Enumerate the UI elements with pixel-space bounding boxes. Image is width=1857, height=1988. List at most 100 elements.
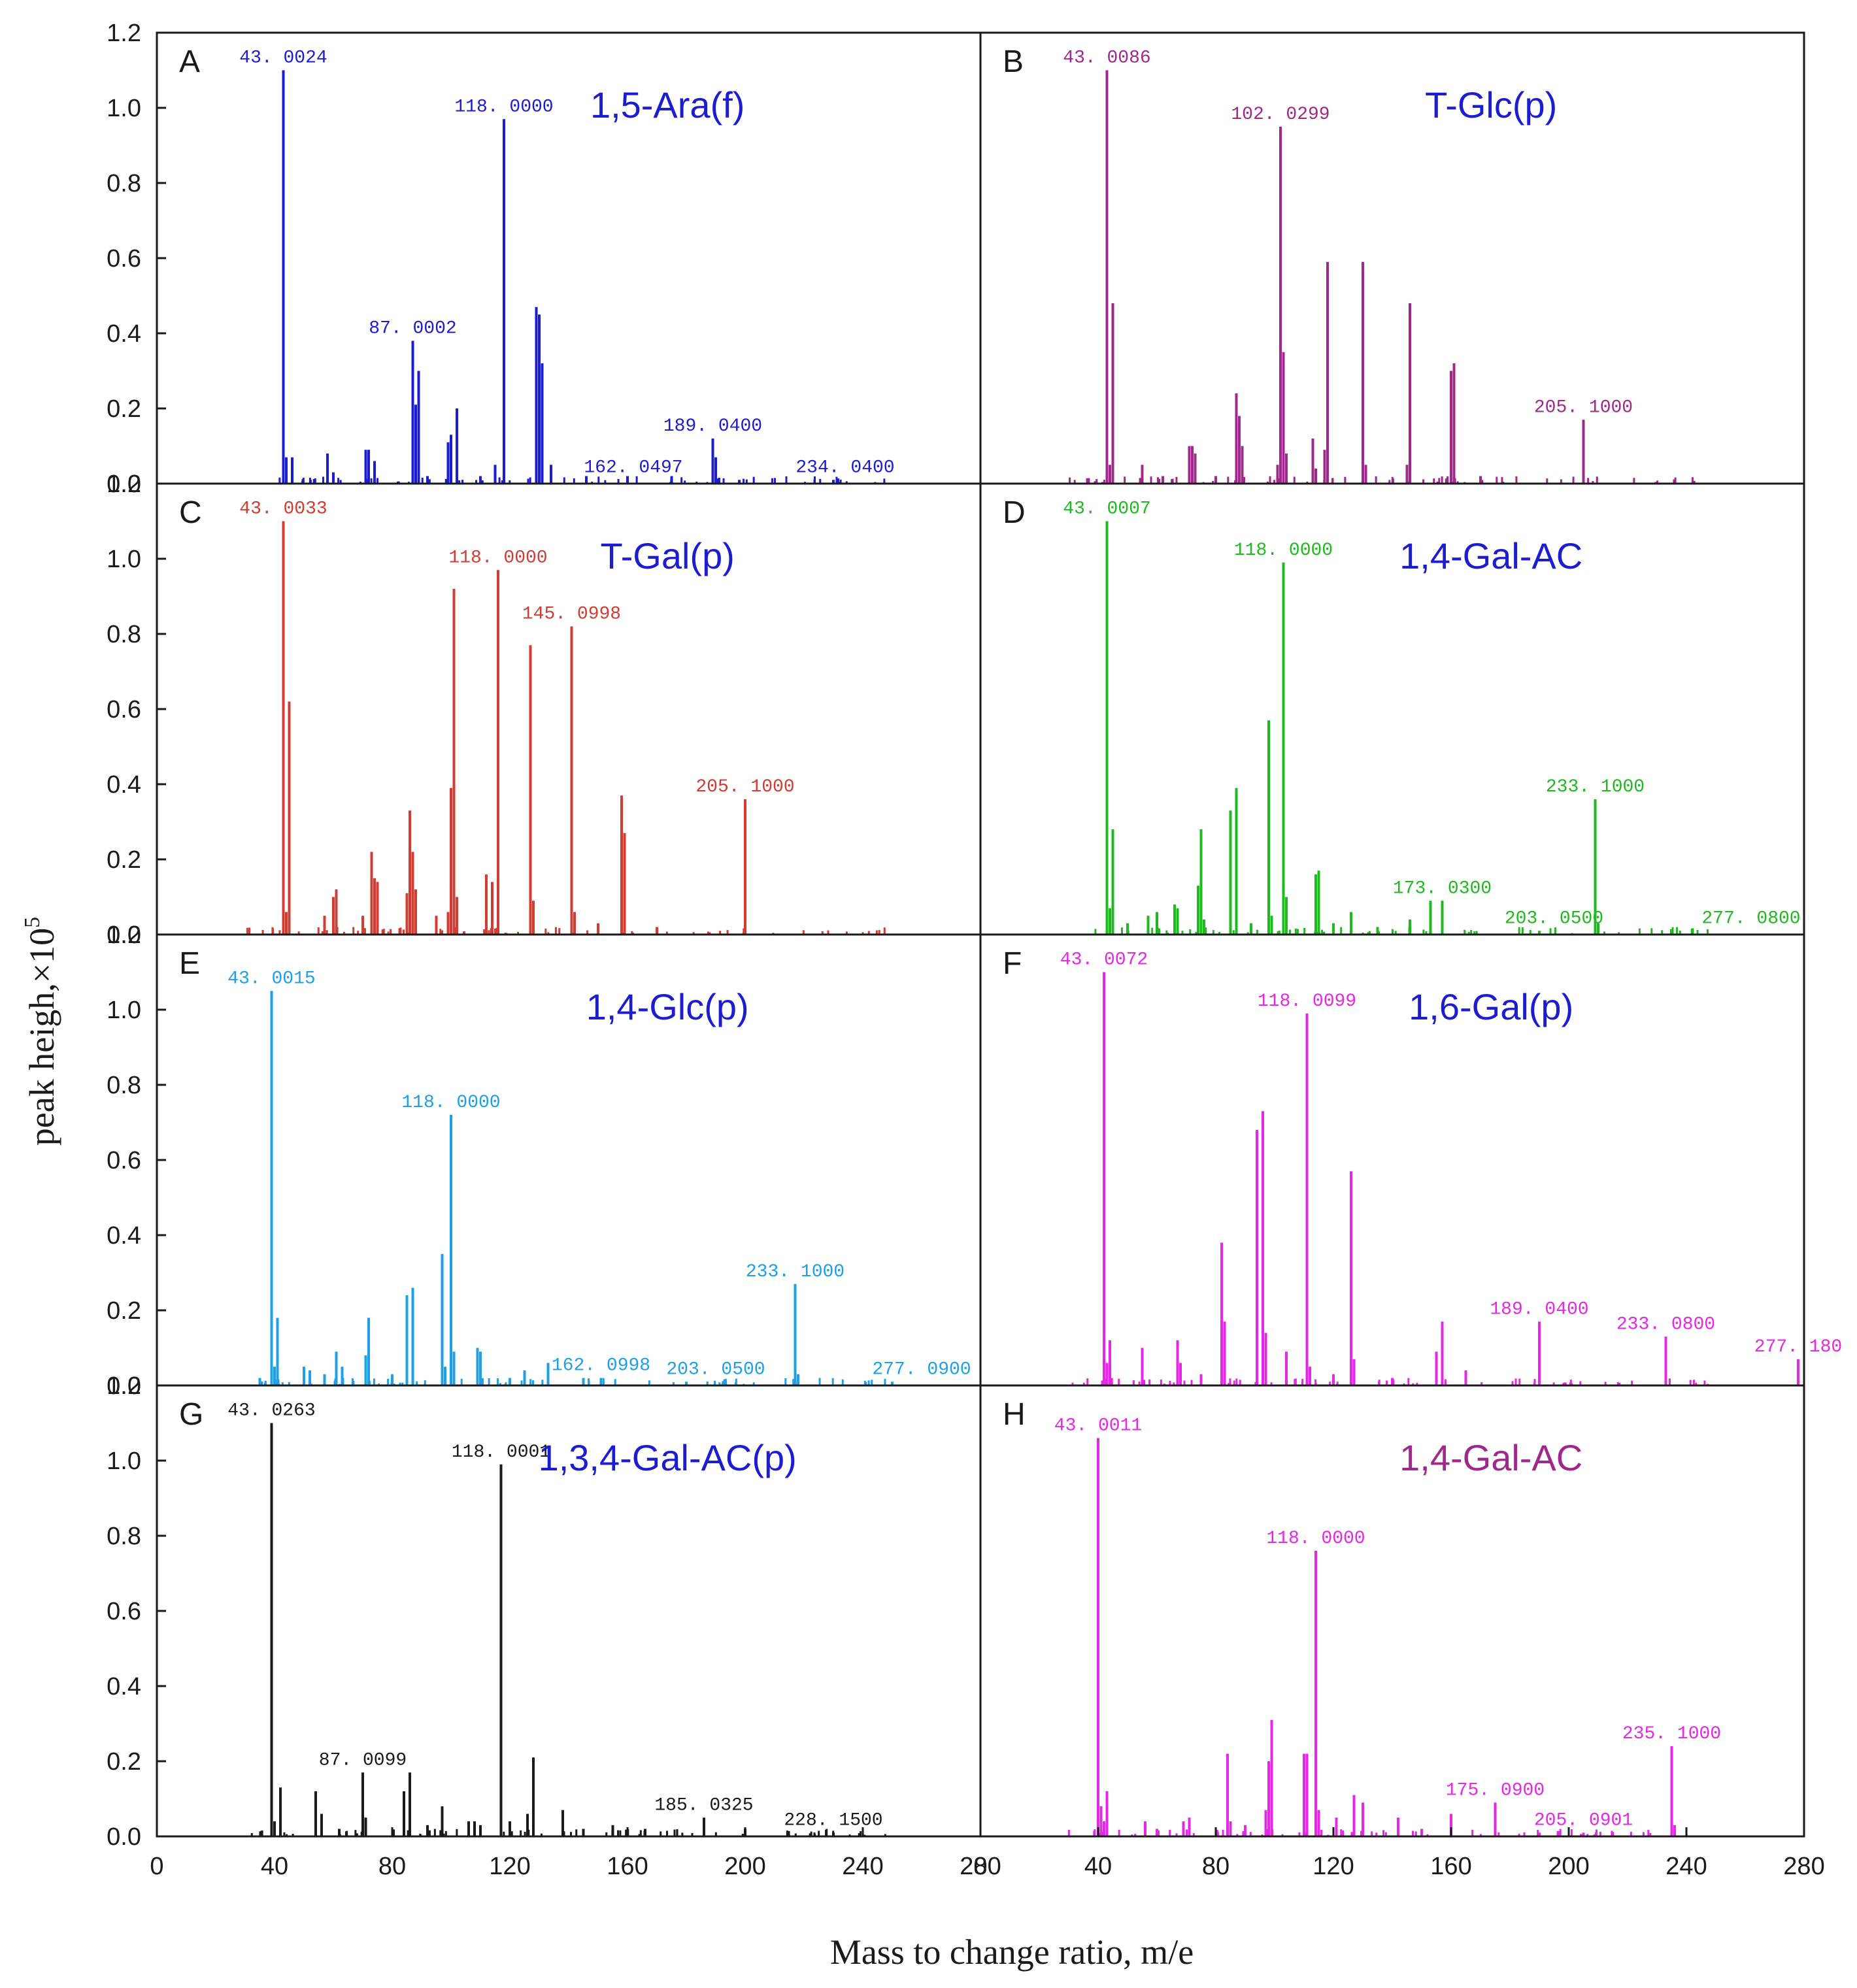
peak-label: 43. 0011 <box>1054 1416 1142 1436</box>
compound-label: 1,4-Gal-AC <box>1399 1437 1582 1478</box>
panel-C: 43. 0033 118. 0000 145. 0998 205. 1000 C T-Ga… <box>179 495 886 935</box>
peak-label: 43. 0015 <box>227 969 315 989</box>
peak-label: 118. 0000 <box>1234 540 1333 561</box>
panel-letter: B <box>1003 44 1024 79</box>
x-tick-label: 0 <box>150 1853 163 1880</box>
compound-label: 1,6-Gal(p) <box>1409 986 1573 1027</box>
y-tick-label: 0.2 <box>107 1297 141 1325</box>
peak-label: 175. 0900 <box>1446 1780 1545 1800</box>
panel-G: 43. 0263 118. 0001 87. 0099 185. 0325 228. 1… <box>179 1397 886 1836</box>
peak-label: 87. 0002 <box>369 319 456 339</box>
y-tick-label: 0.8 <box>107 621 141 648</box>
x-tick-label: 160 <box>1430 1853 1471 1880</box>
x-tick-label: 280 <box>1783 1853 1824 1880</box>
panel-H: 43. 0011 118. 0000 235. 1000 175. 0900 205. … <box>1003 1397 1721 1836</box>
y-tick-label: 1.2 <box>107 471 141 498</box>
peak-label: 203. 0500 <box>1505 908 1603 929</box>
compound-label: 1,4-Glc(p) <box>586 986 749 1027</box>
peak-label: 43. 0086 <box>1063 48 1150 69</box>
y-tick-label: 0.0 <box>107 471 141 498</box>
peak-label: 118. 0000 <box>454 97 553 117</box>
y-tick-label: 0.8 <box>107 1072 141 1099</box>
x-tick-label: 240 <box>1665 1853 1707 1880</box>
peak-label: 118. 0000 <box>448 548 547 568</box>
peak-label: 205. 1000 <box>695 777 794 797</box>
y-tick-label: 1.2 <box>107 20 141 47</box>
y-tick-label: 0.0 <box>107 1372 141 1400</box>
x-axis-title: Mass to change ratio, m/e <box>830 1932 1194 1972</box>
y-tick-label: 1.0 <box>107 95 141 122</box>
y-tick-label: 1.2 <box>107 1372 141 1400</box>
x-tick-label: 160 <box>607 1853 648 1880</box>
x-tick-label: 40 <box>261 1853 288 1880</box>
panel-letter: H <box>1003 1397 1026 1432</box>
panel-letter: F <box>1003 946 1022 981</box>
y-axis-title-main: peak heigh,×10 <box>22 928 61 1146</box>
peak-label: 233. 1000 <box>1546 777 1645 797</box>
peak-label: 43. 0007 <box>1063 499 1150 520</box>
y-tick-label: 1.0 <box>107 997 141 1024</box>
peak-label: 43. 0033 <box>239 499 327 520</box>
y-tick-label: 0.4 <box>107 1673 141 1700</box>
x-tick-label: 80 <box>1202 1853 1230 1880</box>
peak-label: 87. 0099 <box>319 1750 407 1770</box>
panel-letter: C <box>179 495 202 530</box>
peak-label: 235. 1000 <box>1622 1724 1721 1744</box>
panel-A: 43. 0024 118. 0000 87. 0002 189. 0400 162. 0… <box>179 44 895 484</box>
peak-label: 234. 0400 <box>795 457 894 478</box>
compound-label: T-Gal(p) <box>601 535 735 576</box>
compound-label: 1,5-Ara(f) <box>590 84 745 125</box>
peak-label: 43. 0263 <box>227 1401 315 1421</box>
peak-label: 277. 180 <box>1754 1337 1842 1357</box>
y-tick-label: 0.2 <box>107 1748 141 1776</box>
peak-label: 205. 0901 <box>1534 1810 1633 1831</box>
peak-label: 277. 0900 <box>872 1359 971 1380</box>
peak-label: 162. 0497 <box>584 457 682 478</box>
y-tick-label: 0.4 <box>107 771 141 799</box>
peak-label: 233. 1000 <box>746 1262 845 1282</box>
x-tick-label: 40 <box>1084 1853 1112 1880</box>
peak-label: 189. 0400 <box>1490 1299 1588 1319</box>
y-tick-label: 0.6 <box>107 1147 141 1174</box>
peak-label: 228. 1500 <box>784 1810 882 1831</box>
peak-label: 162. 0998 <box>552 1356 650 1376</box>
peak-label: 102. 0299 <box>1231 105 1330 125</box>
y-tick-label: 0.0 <box>107 921 141 949</box>
x-tick-label: 0 <box>973 1853 987 1880</box>
panel-letter: G <box>179 1397 203 1432</box>
x-tick-label: 200 <box>1548 1853 1589 1880</box>
y-tick-label: 0.2 <box>107 395 141 423</box>
y-tick-label: 0.4 <box>107 320 141 348</box>
peak-label: 118. 0099 <box>1258 991 1356 1012</box>
y-axis-title-exponent: 5 <box>20 917 44 928</box>
peak-label: 43. 0072 <box>1060 950 1148 970</box>
y-tick-label: 0.6 <box>107 696 141 723</box>
y-tick-label: 1.0 <box>107 546 141 573</box>
peak-label: 277. 0800 <box>1701 908 1800 929</box>
svg-text:peak heigh,×105: peak heigh,×105 <box>20 917 61 1146</box>
y-tick-label: 0.4 <box>107 1222 141 1250</box>
compound-label: 1,4-Gal-AC <box>1399 535 1582 576</box>
peak-label: 118. 0001 <box>452 1442 550 1463</box>
y-tick-label: 0.6 <box>107 245 141 273</box>
x-tick-label: 240 <box>842 1853 883 1880</box>
peak-label: 203. 0500 <box>666 1359 765 1380</box>
peak-label: 173. 0300 <box>1393 878 1492 899</box>
panel-B: 43. 0086 102. 0299 205. 1000 B T-Glc(p) <box>1003 44 1696 484</box>
compound-label: 1,3,4-Gal-AC(p) <box>539 1437 797 1478</box>
panel-F: 43. 0072 118. 0099 189. 0400 233. 0800 277. … <box>1003 946 1842 1385</box>
peak-label: 43. 0024 <box>239 48 327 69</box>
peak-label: 118. 0000 <box>401 1093 500 1113</box>
ticks-layer: 0.00.20.40.60.81.01.20.00.20.40.60.81.01… <box>107 20 1825 1880</box>
y-tick-label: 0.8 <box>107 170 141 197</box>
frames-layer <box>156 31 1805 1838</box>
peak-label: 118. 0000 <box>1266 1529 1365 1549</box>
compound-label: T-Glc(p) <box>1425 84 1557 125</box>
panels-layer: 43. 0024 118. 0000 87. 0002 189. 0400 162. 0… <box>179 44 1842 1836</box>
y-tick-label: 0.0 <box>107 1823 141 1851</box>
peak-label: 233. 0800 <box>1616 1314 1715 1334</box>
y-tick-label: 1.2 <box>107 921 141 949</box>
panel-letter: E <box>179 946 200 981</box>
panel-E: 43. 0015 118. 0000 233. 1000 162. 0998 203. … <box>179 946 971 1385</box>
y-axis-title: peak heigh,×105 <box>20 917 61 1146</box>
